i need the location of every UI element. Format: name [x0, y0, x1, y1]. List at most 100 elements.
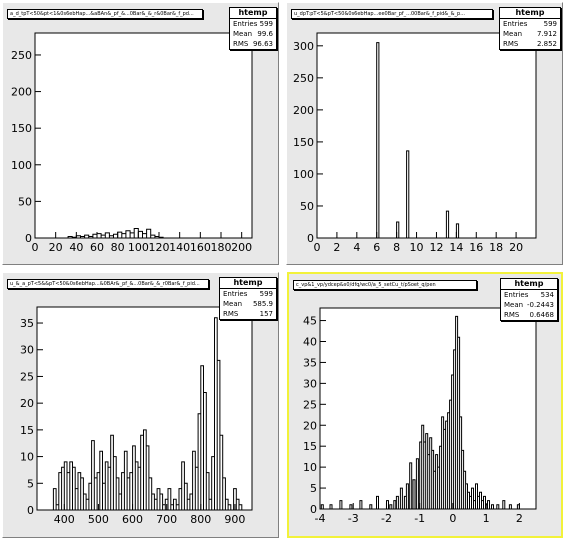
stats-row-mean: Mean 99.6: [230, 29, 276, 39]
y-tick-label: 10: [20, 451, 34, 464]
y-tick-label: 20: [303, 419, 317, 432]
stats-label: Mean: [233, 30, 253, 38]
stats-label: Mean: [503, 30, 523, 38]
stats-box: htemp Entries 599 Mean 99.6 RMS 96.63: [229, 7, 277, 50]
stats-box: htemp Entries 534 Mean -0.2443 RMS 0.6468: [500, 278, 558, 321]
y-tick-label: 50: [300, 200, 314, 213]
y-tick-label: 50: [18, 195, 32, 208]
histogram-series: [376, 42, 460, 238]
pad-title: u_dpT:pT<5&pT<50&0s6ebHap...ee0Bar_pf_..…: [291, 9, 493, 19]
plot-frame: [316, 32, 537, 239]
stats-value: 7.912: [536, 30, 557, 38]
stats-row-entries: Entries 599: [500, 19, 560, 29]
y-tick-label: 30: [20, 344, 34, 357]
pad-title: c_vp&1_vp/ydcep&s0/dfq/wc0/a_5_setCu_t/p…: [293, 280, 477, 290]
x-tick-label: -2: [381, 512, 392, 525]
y-tick-label: 40: [303, 336, 317, 349]
y-tick-label: 5: [27, 477, 34, 490]
y-tick-label: 250: [293, 72, 314, 85]
y-tick-label: 200: [293, 104, 314, 117]
stats-value: 599: [259, 290, 273, 298]
y-tick-label: 100: [293, 168, 314, 181]
y-tick-label: 0: [310, 503, 317, 516]
stats-label: Entries: [223, 290, 248, 298]
x-tick-label: 12: [429, 241, 443, 254]
stats-box-name: htemp: [230, 8, 276, 19]
y-tick-label: 20: [20, 397, 34, 410]
stats-row-rms: RMS 2.852: [500, 39, 560, 49]
y-tick-label: 250: [11, 49, 32, 62]
stats-label: Mean: [504, 301, 524, 309]
y-tick-label: 150: [293, 136, 314, 149]
x-tick-label: 200: [231, 241, 252, 254]
x-tick-label: 20: [509, 241, 523, 254]
x-tick-label: -4: [315, 512, 326, 525]
x-tick-label: 160: [190, 241, 211, 254]
x-tick-label: 6: [373, 241, 380, 254]
stats-box: htemp Entries 599 Mean 585.9 RMS 157: [219, 277, 277, 320]
stats-box: htemp Entries 599 Mean 7.912 RMS 2.852: [499, 7, 561, 50]
x-tick-label: 500: [88, 513, 109, 526]
x-tick-label: 0: [449, 512, 456, 525]
y-tick-label: 150: [11, 122, 32, 135]
x-tick-label: 0: [314, 241, 321, 254]
pad-title: u_&_a_pT<5&&pT<50&0s6ebHap...&0BAr&_pf_&…: [7, 279, 209, 289]
x-tick-label: 180: [211, 241, 232, 254]
y-tick-label: 45: [303, 315, 317, 328]
stats-value: 157: [259, 310, 273, 318]
stats-value: 585.9: [252, 300, 273, 308]
x-tick-label: 120: [149, 241, 170, 254]
y-tick-label: 25: [20, 370, 34, 383]
stats-row-entries: Entries 534: [501, 290, 557, 300]
histogram-pad-bottom-left[interactable]: 400 500 600 700 800 900 0 5 10 15 20 25 30 35 u_&_a_p…: [2, 272, 279, 538]
y-tick-label: 25: [303, 398, 317, 411]
y-tick-label: 300: [293, 40, 314, 53]
y-tick-label: 0: [25, 232, 32, 245]
x-tick-label: 700: [156, 513, 177, 526]
stats-value: 0.6468: [529, 311, 555, 319]
y-tick-label: 30: [303, 377, 317, 390]
x-tick-label: 2: [516, 512, 523, 525]
x-tick-label: 8: [393, 241, 400, 254]
y-tick-label: 200: [11, 86, 32, 99]
histogram-pad-top-right[interactable]: 0 2 4 6 8 10 12 14 16 18 20 0 50 100 150 200 250 300 u_dp…: [286, 2, 563, 265]
stats-value: 99.6: [257, 30, 273, 38]
x-tick-label: -3: [348, 512, 359, 525]
x-tick-label: 140: [169, 241, 190, 254]
stats-value: 534: [540, 291, 554, 299]
stats-box-name: htemp: [500, 8, 560, 19]
histogram-plot-bottom-left: 400 500 600 700 800 900 0 5 10 15 20 25 30 35: [20, 306, 253, 526]
x-tick-label: 14: [449, 241, 463, 254]
stats-row-entries: Entries 599: [220, 289, 276, 299]
y-tick-label: 100: [11, 159, 32, 172]
stats-label: RMS: [504, 311, 520, 319]
histogram-pad-top-left[interactable]: 0 20 40 60 80 100 120 140 160 180 200 0 50 100 150 200 2…: [2, 2, 279, 265]
y-tick-label: 15: [303, 440, 317, 453]
y-tick-label: 0: [307, 232, 314, 245]
x-tick-label: 4: [353, 241, 360, 254]
x-tick-label: 400: [54, 513, 75, 526]
x-tick-label: 20: [49, 241, 63, 254]
stats-box-name: htemp: [501, 279, 557, 290]
y-tick-label: 35: [303, 356, 317, 369]
stats-label: RMS: [223, 310, 239, 318]
x-tick-label: 600: [122, 513, 143, 526]
stats-row-rms: RMS 0.6468: [501, 310, 557, 320]
x-tick-label: 0: [32, 241, 39, 254]
stats-label: RMS: [503, 40, 519, 48]
stats-row-rms: RMS 96.63: [230, 39, 276, 49]
y-tick-label: 5: [310, 482, 317, 495]
x-tick-label: 800: [190, 513, 211, 526]
stats-row-rms: RMS 157: [220, 309, 276, 319]
x-tick-label: -1: [414, 512, 425, 525]
histogram-series: [52, 317, 245, 511]
stats-row-entries: Entries 599: [230, 19, 276, 29]
histogram-pad-bottom-right[interactable]: -4 -3 -2 -1 0 1 2 0 5 10 15 20 25 30 35 40 45 c_vp&1_vp/…: [287, 272, 563, 538]
y-tick-label: 0: [27, 504, 34, 517]
x-tick-label: 10: [410, 241, 424, 254]
stats-row-mean: Mean 7.912: [500, 29, 560, 39]
x-tick-label: 900: [224, 513, 245, 526]
